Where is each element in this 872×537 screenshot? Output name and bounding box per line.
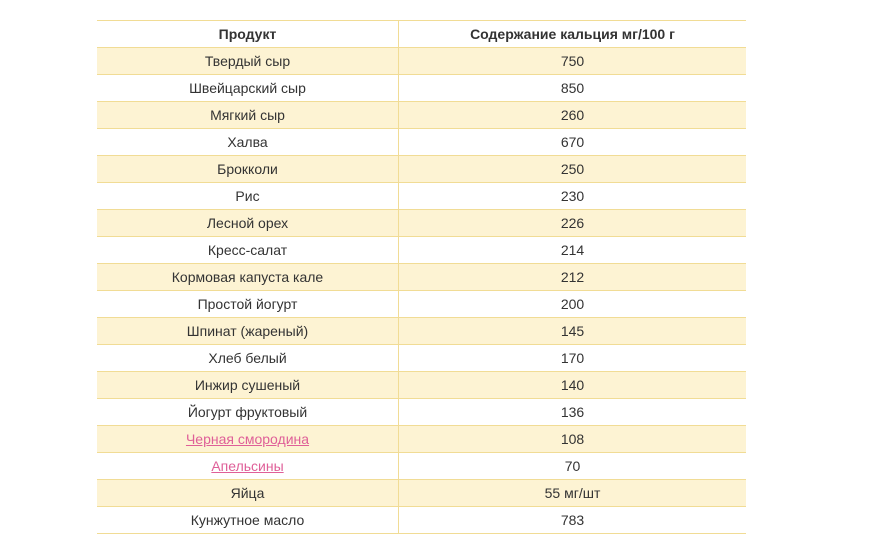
table-row: Инжир сушеный 140 — [97, 371, 746, 399]
header-row: Продукт Содержание кальция мг/100 г — [97, 20, 746, 48]
calcium-cell: 145 — [398, 317, 746, 345]
product-cell: Простой йогурт — [97, 290, 399, 318]
calcium-cell: 108 — [398, 425, 746, 453]
table-row: Мягкий сыр 260 — [97, 101, 746, 129]
calcium-cell: 214 — [398, 236, 746, 264]
product-cell: Хлеб белый — [97, 344, 399, 372]
product-cell: Кормовая капуста кале — [97, 263, 399, 291]
calcium-cell: 140 — [398, 371, 746, 399]
product-cell: Рис — [97, 182, 399, 210]
table-row: Швейцарский сыр 850 — [97, 74, 746, 102]
table-row: Шпинат (жареный) 145 — [97, 317, 746, 345]
calcium-cell: 226 — [398, 209, 746, 237]
product-cell: Апельсины — [97, 452, 399, 480]
table-row: Брокколи 250 — [97, 155, 746, 183]
table-head: Продукт Содержание кальция мг/100 г — [97, 20, 746, 48]
product-cell: Яйца — [97, 479, 399, 507]
product-cell: Инжир сушеный — [97, 371, 399, 399]
calcium-cell: 212 — [398, 263, 746, 291]
product-cell: Твердый сыр — [97, 47, 399, 75]
calcium-cell: 250 — [398, 155, 746, 183]
calcium-cell: 136 — [398, 398, 746, 426]
calcium-cell: 230 — [398, 182, 746, 210]
table-row: Черная смородина 108 — [97, 425, 746, 453]
calcium-cell: 750 — [398, 47, 746, 75]
calcium-table: Продукт Содержание кальция мг/100 г Твер… — [97, 20, 746, 534]
product-cell: Кунжутное масло — [97, 506, 399, 534]
table-row: Твердый сыр 750 — [97, 47, 746, 75]
product-cell: Лесной орех — [97, 209, 399, 237]
calcium-cell: 55 мг/шт — [398, 479, 746, 507]
table-row: Хлеб белый 170 — [97, 344, 746, 372]
product-cell: Брокколи — [97, 155, 399, 183]
product-cell: Швейцарский сыр — [97, 74, 399, 102]
table-body: Твердый сыр 750 Швейцарский сыр 850 Мягкий с… — [97, 47, 746, 534]
table-row: Йогурт фруктовый 136 — [97, 398, 746, 426]
table-row: Апельсины 70 — [97, 452, 746, 480]
table-row: Простой йогурт 200 — [97, 290, 746, 318]
product-cell: Шпинат (жареный) — [97, 317, 399, 345]
product-link[interactable]: Апельсины — [211, 458, 284, 474]
calcium-cell: 170 — [398, 344, 746, 372]
table-row: Кормовая капуста кале 212 — [97, 263, 746, 291]
calcium-cell: 670 — [398, 128, 746, 156]
header-cell: Продукт — [97, 20, 399, 48]
table-row: Яйца 55 мг/шт — [97, 479, 746, 507]
product-cell: Кресс-салат — [97, 236, 399, 264]
product-cell: Халва — [97, 128, 399, 156]
product-cell: Черная смородина — [97, 425, 399, 453]
table-row: Халва 670 — [97, 128, 746, 156]
product-cell: Йогурт фруктовый — [97, 398, 399, 426]
table-row: Кунжутное масло 783 — [97, 506, 746, 534]
calcium-cell: 260 — [398, 101, 746, 129]
table-row: Кресс-салат 214 — [97, 236, 746, 264]
calcium-cell: 850 — [398, 74, 746, 102]
product-link[interactable]: Черная смородина — [185, 431, 310, 447]
product-cell: Мягкий сыр — [97, 101, 399, 129]
table-row: Лесной орех 226 — [97, 209, 746, 237]
header-cell: Содержание кальция мг/100 г — [398, 20, 746, 48]
calcium-cell: 783 — [398, 506, 746, 534]
table-row: Рис 230 — [97, 182, 746, 210]
calcium-cell: 200 — [398, 290, 746, 318]
calcium-cell: 70 — [398, 452, 746, 480]
